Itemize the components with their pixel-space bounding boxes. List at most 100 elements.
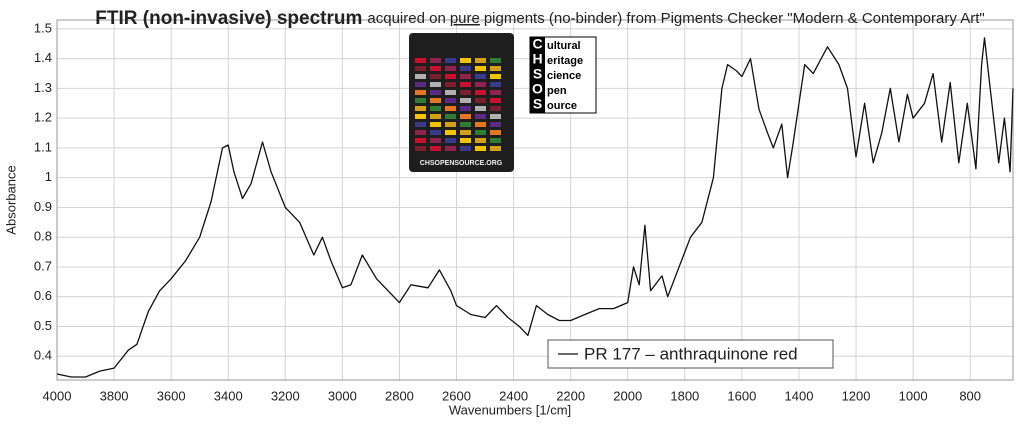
swatch [445,106,456,111]
swatch [430,138,441,143]
swatch [445,122,456,127]
swatch [490,82,501,87]
x-tick-label: 1400 [785,388,814,403]
title-main: FTIR (non-invasive) spectrum [95,8,362,29]
swatch [430,98,441,103]
swatch [475,90,486,95]
swatches [415,58,501,151]
plot-frame [56,19,1014,381]
logo-word: pen [547,85,567,97]
x-tick-label: 3400 [214,388,243,403]
swatch [460,114,471,119]
y-tick-label: 0.7 [34,258,52,273]
swatch [460,90,471,95]
swatch [445,146,456,151]
swatch [415,58,426,63]
swatch [430,74,441,79]
swatch [490,98,501,103]
lines [56,37,1014,378]
legend-label: PR 177 – anthraquinone red [584,344,798,363]
swatch [445,138,456,143]
swatch [460,138,471,143]
swatch [415,130,426,135]
x-tick-label: 800 [959,388,981,403]
y-tick-label: 1.2 [34,110,52,125]
x-tick-label: 2600 [442,388,471,403]
swatch [475,146,486,151]
y-tick-label: 0.8 [34,229,52,244]
swatch [415,122,426,127]
x-tick-label: 3800 [100,388,129,403]
x-tick-label: 1800 [670,388,699,403]
y-tick-label: 1.4 [34,50,52,65]
swatch [430,58,441,63]
swatch [415,98,426,103]
y-tick-label: 0.5 [34,318,52,333]
subtitle-part: acquired on [367,10,445,27]
swatch [415,66,426,71]
logo-word: ultural [547,40,581,52]
swatch [415,106,426,111]
y-tick-label: 1 [45,169,52,184]
swatch [430,130,441,135]
swatch [475,114,486,119]
swatch [490,66,501,71]
swatch [430,66,441,71]
legend-box [547,339,834,369]
swatch [445,98,456,103]
swatch [430,106,441,111]
x-tick-label: 3200 [271,388,300,403]
swatch [475,74,486,79]
swatch [430,146,441,151]
subtitle-part: pure [450,10,480,27]
swatch [475,130,486,135]
swatch [460,98,471,103]
swatch [475,66,486,71]
x-tick-label: 2800 [385,388,414,403]
logo-letter: S [533,96,542,112]
swatch [475,82,486,87]
logo-letter: C [532,36,542,52]
swatch [415,146,426,151]
swatch [415,114,426,119]
swatch [460,82,471,87]
swatch [490,58,501,63]
swatch [460,146,471,151]
swatch [460,130,471,135]
x-tick-label: 2200 [556,388,585,403]
y-tick-label: 0.9 [34,199,52,214]
swatch [490,122,501,127]
swatch [490,130,501,135]
swatch [475,58,486,63]
y-tick-label: 0.6 [34,288,52,303]
swatch [445,114,456,119]
spectrum-line [56,37,1014,378]
swatch [445,66,456,71]
swatch [430,82,441,87]
swatch [445,130,456,135]
x-tick-label: 2400 [499,388,528,403]
logo-letter: S [533,66,542,82]
logo-word: ource [547,100,577,112]
swatch [475,106,486,111]
swatch [445,82,456,87]
swatch [430,122,441,127]
swatch [460,122,471,127]
x-tick-label: 1600 [727,388,756,403]
swatch [460,74,471,79]
chart-title: FTIR (non-invasive) spectrum acquired on p… [95,8,984,29]
y-axis-label: Absorbance [3,165,18,234]
subtitle-part: pigments (no-binder) from Pigments Check… [484,10,985,27]
chsos-bar [530,37,545,113]
swatch [415,138,426,143]
swatch [445,58,456,63]
swatch [445,74,456,79]
swatch [490,114,501,119]
swatch [490,106,501,111]
logo-image: CHSOPENSOURCE.ORG [409,33,514,172]
x-tick-label: 2000 [613,388,642,403]
swatch [445,90,456,95]
swatch [460,66,471,71]
